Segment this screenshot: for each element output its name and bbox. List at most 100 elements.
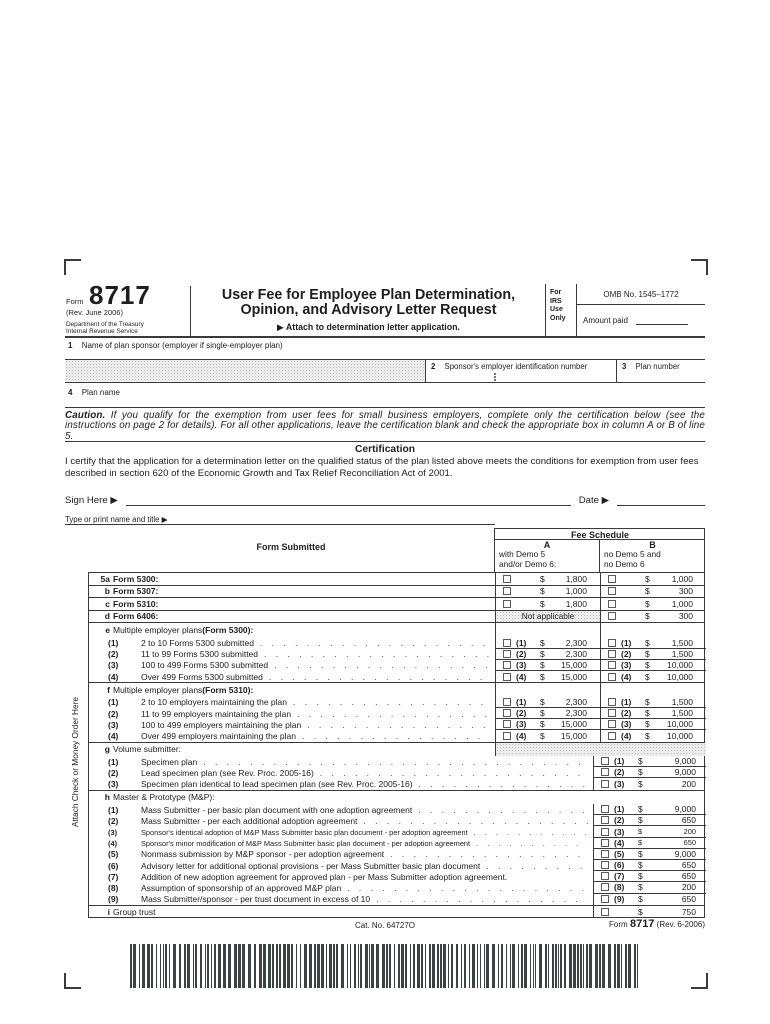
fee-item-number: (5) — [614, 848, 625, 859]
row-item-number: (2) — [108, 649, 119, 660]
amount-paid-field[interactable] — [635, 314, 688, 325]
fee-checkbox[interactable] — [503, 649, 511, 658]
fee-amount: 10,000 — [667, 719, 693, 730]
fee-checkbox[interactable] — [601, 816, 609, 825]
fee-checkbox[interactable] — [601, 895, 609, 904]
row-item-number: (2) — [108, 767, 119, 778]
fee-checkbox[interactable] — [503, 638, 511, 647]
fee-checkbox[interactable] — [601, 883, 609, 892]
fee-checkbox[interactable] — [608, 638, 616, 647]
ein-field[interactable]: 2 Sponsor's employer identification numb… — [425, 360, 616, 382]
fee-checkbox[interactable] — [601, 838, 609, 847]
row-letter: f — [107, 685, 110, 695]
fee-checkbox[interactable] — [608, 697, 616, 706]
fee-checkbox[interactable] — [608, 672, 616, 681]
fee-checkbox[interactable] — [608, 649, 616, 658]
barcode-bar — [498, 944, 499, 988]
catalog-number: Cat. No. 64727O — [354, 921, 416, 930]
barcode-bar — [321, 944, 324, 988]
rule-above-caution — [65, 407, 705, 408]
fee-checkbox[interactable] — [503, 731, 511, 740]
fee-checkbox[interactable] — [503, 587, 511, 596]
fee-checkbox[interactable] — [608, 612, 616, 621]
fee-amount: 9,000 — [674, 848, 696, 859]
signature-field[interactable] — [125, 504, 571, 506]
line4-label: Plan name — [81, 388, 120, 397]
row-label: Mass Submitter - per each additional ado… — [141, 815, 358, 826]
fee-checkbox[interactable] — [601, 849, 609, 858]
barcode-bar — [614, 944, 616, 988]
fee-checkbox[interactable] — [608, 587, 616, 596]
fee-item-number: (4) — [516, 671, 527, 682]
fee-item-number: (2) — [614, 767, 625, 778]
fee-cell-m: (9) $650 — [593, 893, 706, 905]
barcode-bar — [291, 944, 293, 988]
row-label: Sponsor's minor modification of M&P Mass… — [141, 838, 471, 848]
fee-row-sub-25: (7) Addition of new adoption agreement fo… — [89, 871, 706, 883]
fee-checkbox[interactable] — [608, 574, 616, 583]
fee-cell-b: (4) $10,000 — [600, 671, 706, 683]
barcode-bar — [156, 944, 157, 988]
dot-leaders: . . . . . . . . . . . . . . . . . . . . … — [476, 838, 588, 848]
fee-cell-m: (7) $650 — [593, 871, 706, 883]
barcode-bar — [530, 944, 531, 988]
column-a-desc2: and/or Demo 6: — [499, 558, 557, 569]
fee-checkbox[interactable] — [503, 709, 511, 718]
barcode-bar — [304, 944, 307, 988]
fee-checkbox[interactable] — [601, 779, 609, 788]
column-b-desc2: no Demo 6 — [604, 558, 645, 569]
row-label: Form 6406: — [113, 611, 159, 622]
fee-item-number: (2) — [621, 648, 632, 659]
fee-item-number: (1) — [614, 756, 625, 767]
barcode-bar — [369, 944, 370, 988]
barcode-bar — [617, 944, 620, 988]
dollar-sign: $ — [638, 827, 643, 837]
fee-checkbox[interactable] — [601, 805, 609, 814]
barcode-bar — [350, 944, 351, 988]
type-name-field[interactable] — [65, 524, 495, 525]
fee-checkbox[interactable] — [503, 697, 511, 706]
dollar-sign: $ — [540, 598, 545, 609]
plan-name-field[interactable] — [65, 398, 705, 407]
plan-number-field[interactable]: 3 Plan number — [616, 360, 705, 382]
fee-cell-a: $1,800 — [495, 573, 600, 585]
barcode-bar — [389, 944, 391, 988]
fee-checkbox[interactable] — [601, 757, 609, 766]
fee-checkbox[interactable] — [601, 827, 609, 836]
fee-checkbox[interactable] — [608, 720, 616, 729]
certification-text: I certify that the application for a det… — [65, 456, 699, 479]
barcode-bar — [184, 944, 186, 988]
fee-checkbox[interactable] — [503, 720, 511, 729]
fee-amount: 9,000 — [674, 767, 696, 778]
sponsor-name-field[interactable] — [65, 360, 425, 382]
fee-checkbox[interactable] — [601, 768, 609, 777]
barcode-bar — [234, 944, 237, 988]
line1-label: Name of plan sponsor (employer if single… — [81, 341, 283, 350]
fee-cell-a: (1) $2,300 — [495, 637, 600, 649]
barcode-bar — [417, 944, 420, 988]
fee-item-number: (4) — [621, 671, 632, 682]
dollar-sign: $ — [645, 586, 650, 597]
barcode-bar — [165, 944, 167, 988]
fee-amount: 650 — [681, 815, 696, 826]
fee-checkbox[interactable] — [601, 872, 609, 881]
fee-checkbox[interactable] — [503, 672, 511, 681]
fee-checkbox[interactable] — [601, 907, 609, 916]
fee-row-sub-13: (4) Over 499 employers maintaining the pl… — [89, 730, 705, 742]
barcode-bar — [413, 944, 415, 988]
fee-checkbox[interactable] — [608, 660, 616, 669]
column-b-letter: B — [649, 540, 656, 550]
barcode-bar — [360, 944, 362, 988]
fee-checkbox[interactable] — [601, 861, 609, 870]
date-field[interactable] — [617, 504, 705, 506]
dollar-sign: $ — [638, 815, 643, 826]
fee-checkbox[interactable] — [503, 660, 511, 669]
fee-checkbox[interactable] — [608, 599, 616, 608]
fee-checkbox[interactable] — [608, 731, 616, 740]
fee-checkbox[interactable] — [608, 709, 616, 718]
fee-item-number: (3) — [516, 659, 527, 670]
fee-checkbox[interactable] — [503, 599, 511, 608]
fee-checkbox[interactable] — [503, 574, 511, 583]
fee-item-number: (2) — [516, 708, 527, 719]
fee-row-h: h Master & Prototype (M&P): — [89, 789, 705, 805]
